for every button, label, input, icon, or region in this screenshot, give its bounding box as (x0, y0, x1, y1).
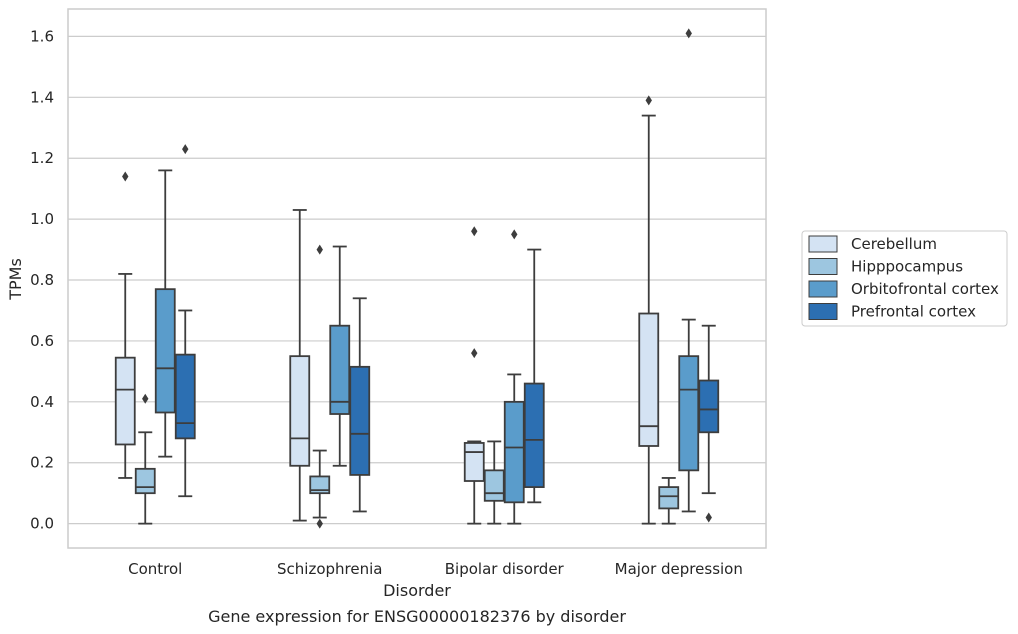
box-body (329, 324, 351, 415)
x-tick-label: Major depression (615, 560, 743, 578)
box-hipppocampus (134, 393, 156, 525)
box-body (134, 467, 156, 495)
box-body (523, 382, 545, 488)
box-body (638, 312, 660, 447)
box-body (114, 356, 136, 446)
box-body (678, 355, 700, 472)
box-hipppocampus (658, 477, 680, 525)
box-prefrontal-cortex (349, 297, 371, 513)
x-axis-ticks: Control Schizophrenia Bipolar disorder Majo… (128, 560, 743, 578)
outlier-point (645, 95, 652, 106)
box-body (463, 442, 485, 482)
box-body (698, 379, 720, 434)
box-prefrontal-cortex (698, 324, 720, 523)
outlier-point (122, 171, 129, 182)
box-body (483, 469, 505, 502)
outlier-point (142, 393, 149, 404)
box-cerebellum (638, 95, 660, 525)
legend: Cerebellum Hipppocampus Orbitofrontal cort… (801, 230, 1008, 327)
box-body (289, 355, 311, 467)
x-tick-label: Schizophrenia (277, 560, 382, 578)
chart-caption: Gene expression for ENSG00000182376 by d… (208, 607, 626, 626)
legend-label: Hipppocampus (851, 258, 963, 276)
y-tick-label: 1.0 (30, 210, 54, 228)
legend-label: Cerebellum (851, 235, 937, 253)
plot-frame (67, 8, 767, 549)
y-tick-label: 0.2 (30, 454, 54, 472)
y-axis-ticks: 0.0 0.2 0.4 0.6 0.8 1.0 1.2 1.4 1.6 (30, 27, 54, 532)
box-cerebellum (289, 209, 311, 522)
box-cerebellum (114, 171, 136, 479)
y-axis-label: TPMs (6, 258, 25, 301)
legend-frame (801, 230, 1008, 327)
legend-swatch (808, 235, 838, 253)
y-tick-label: 1.2 (30, 149, 54, 167)
outlier-point (316, 244, 323, 255)
x-axis-label: Disorder (383, 581, 451, 600)
outlier-point (182, 144, 189, 155)
box-orbitofrontal-cortex (329, 245, 351, 467)
outlier-point (511, 229, 518, 240)
box-prefrontal-cortex (174, 144, 196, 498)
box-body (349, 365, 371, 476)
box-orbitofrontal-cortex (678, 28, 700, 513)
x-tick-label: Control (128, 560, 182, 578)
boxes (114, 28, 720, 529)
outlier-point (471, 348, 478, 359)
legend-swatch (808, 280, 838, 298)
y-tick-label: 1.6 (30, 27, 54, 45)
x-tick-label: Bipolar disorder (445, 560, 565, 578)
outlier-point (471, 226, 478, 237)
outlier-point (705, 512, 712, 523)
box-cerebellum (463, 226, 485, 525)
y-tick-label: 0.0 (30, 515, 54, 533)
legend-label: Prefrontal cortex (851, 303, 976, 321)
legend-items: Cerebellum Hipppocampus Orbitofrontal cort… (808, 235, 999, 321)
box-body (658, 486, 680, 510)
y-tick-label: 1.4 (30, 88, 54, 106)
box-body (503, 400, 525, 504)
box-prefrontal-cortex (523, 248, 545, 504)
box-hipppocampus (309, 244, 331, 529)
y-tick-label: 0.4 (30, 393, 54, 411)
legend-swatch (808, 258, 838, 275)
gridlines (68, 35, 766, 525)
box-body (174, 353, 196, 440)
outlier-point (685, 28, 692, 39)
legend-swatch (808, 303, 838, 320)
box-hipppocampus (483, 440, 505, 525)
box-orbitofrontal-cortex (154, 169, 176, 458)
box-orbitofrontal-cortex (503, 229, 525, 525)
y-tick-label: 0.8 (30, 271, 54, 289)
y-tick-label: 0.6 (30, 332, 54, 350)
box-body (309, 475, 331, 495)
box-body (154, 288, 176, 414)
outlier-point (316, 518, 323, 529)
legend-label: Orbitofrontal cortex (851, 280, 999, 298)
